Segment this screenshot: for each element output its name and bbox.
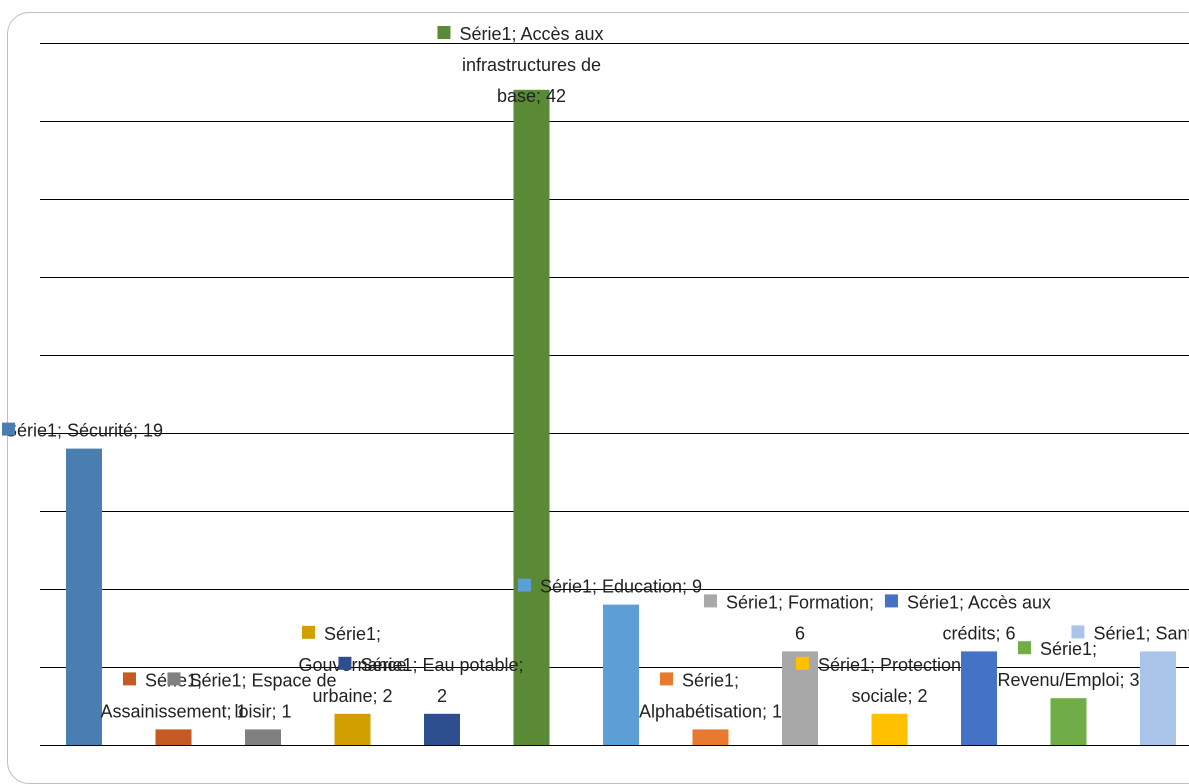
legend-key-4 — [302, 626, 315, 639]
data-label-1: Série1; Sécurité; 19 — [5, 421, 163, 441]
data-label-text: Série1; Sécurité; 19 — [5, 421, 163, 441]
data-label-text: Revenu/Emploi; 3 — [997, 670, 1139, 690]
legend-key-6 — [437, 26, 450, 39]
bar-2 — [156, 729, 192, 745]
data-label-9: Série1; Formation; 6 — [726, 592, 874, 643]
data-label-text: 2 — [437, 686, 447, 706]
legend-key-11 — [885, 594, 898, 607]
bar-5 — [424, 714, 460, 745]
data-label-text: Série1; — [682, 670, 739, 690]
data-label-text: Série1; Santé; 6 — [1093, 623, 1189, 643]
bar-10 — [872, 714, 908, 745]
data-label-13: Série1; Santé; 6 — [1093, 623, 1189, 643]
data-label-text: Série1; Education; 9 — [540, 577, 702, 597]
legend-key-1 — [2, 423, 15, 436]
bar-8 — [693, 729, 729, 745]
legend-key-3 — [167, 672, 180, 685]
legend-key-9 — [704, 594, 717, 607]
data-label-text: infrastructures de — [462, 55, 601, 75]
legend-key-13 — [1071, 625, 1084, 638]
legend-key-7 — [518, 579, 531, 592]
bar-13 — [1140, 651, 1176, 745]
data-label-text: Assainissement; 1 — [100, 701, 246, 721]
data-label-text: Série1; Accès aux — [907, 592, 1051, 612]
bar-1 — [66, 449, 102, 745]
legend-key-12 — [1018, 641, 1031, 654]
bar-6 — [514, 90, 550, 745]
bar-11 — [961, 651, 997, 745]
data-label-6: Série1; Accès aux infrastructures de base;… — [459, 24, 603, 106]
data-label-text: base; 42 — [497, 86, 566, 106]
data-label-text: Série1; Formation; — [726, 592, 874, 612]
legend-key-8 — [660, 672, 673, 685]
data-label-7: Série1; Education; 9 — [540, 577, 702, 597]
data-label-10: Série1; Protection sociale; 2 — [818, 655, 961, 706]
data-label-text: Série1; Eau potable; — [360, 655, 523, 675]
legend-key-5 — [338, 657, 351, 670]
data-label-text: Série1; — [1040, 639, 1097, 659]
data-label-text: Alphabétisation; 1 — [639, 701, 782, 721]
bar-12 — [1051, 698, 1087, 745]
data-label-text: loisir; 1 — [234, 701, 291, 721]
data-label-text: 6 — [795, 623, 805, 643]
bar-4 — [335, 714, 371, 745]
data-label-text: Série1; — [324, 624, 381, 644]
bar-3 — [245, 729, 281, 745]
data-label-text: urbaine; 2 — [312, 686, 392, 706]
data-labels: Série1; Sécurité; 19 Série1; Assainissemen… — [2, 24, 1189, 721]
legend-key-2 — [123, 672, 136, 685]
data-label-text: crédits; 6 — [942, 623, 1015, 643]
data-label-text: sociale; 2 — [851, 686, 927, 706]
bars — [66, 90, 1176, 745]
bar-7 — [603, 605, 639, 745]
legend-key-10 — [796, 657, 809, 670]
data-label-11: Série1; Accès aux crédits; 6 — [907, 592, 1051, 643]
data-label-text: Série1; Protection — [818, 655, 961, 675]
data-label-text: Série1; Accès aux — [459, 24, 603, 44]
